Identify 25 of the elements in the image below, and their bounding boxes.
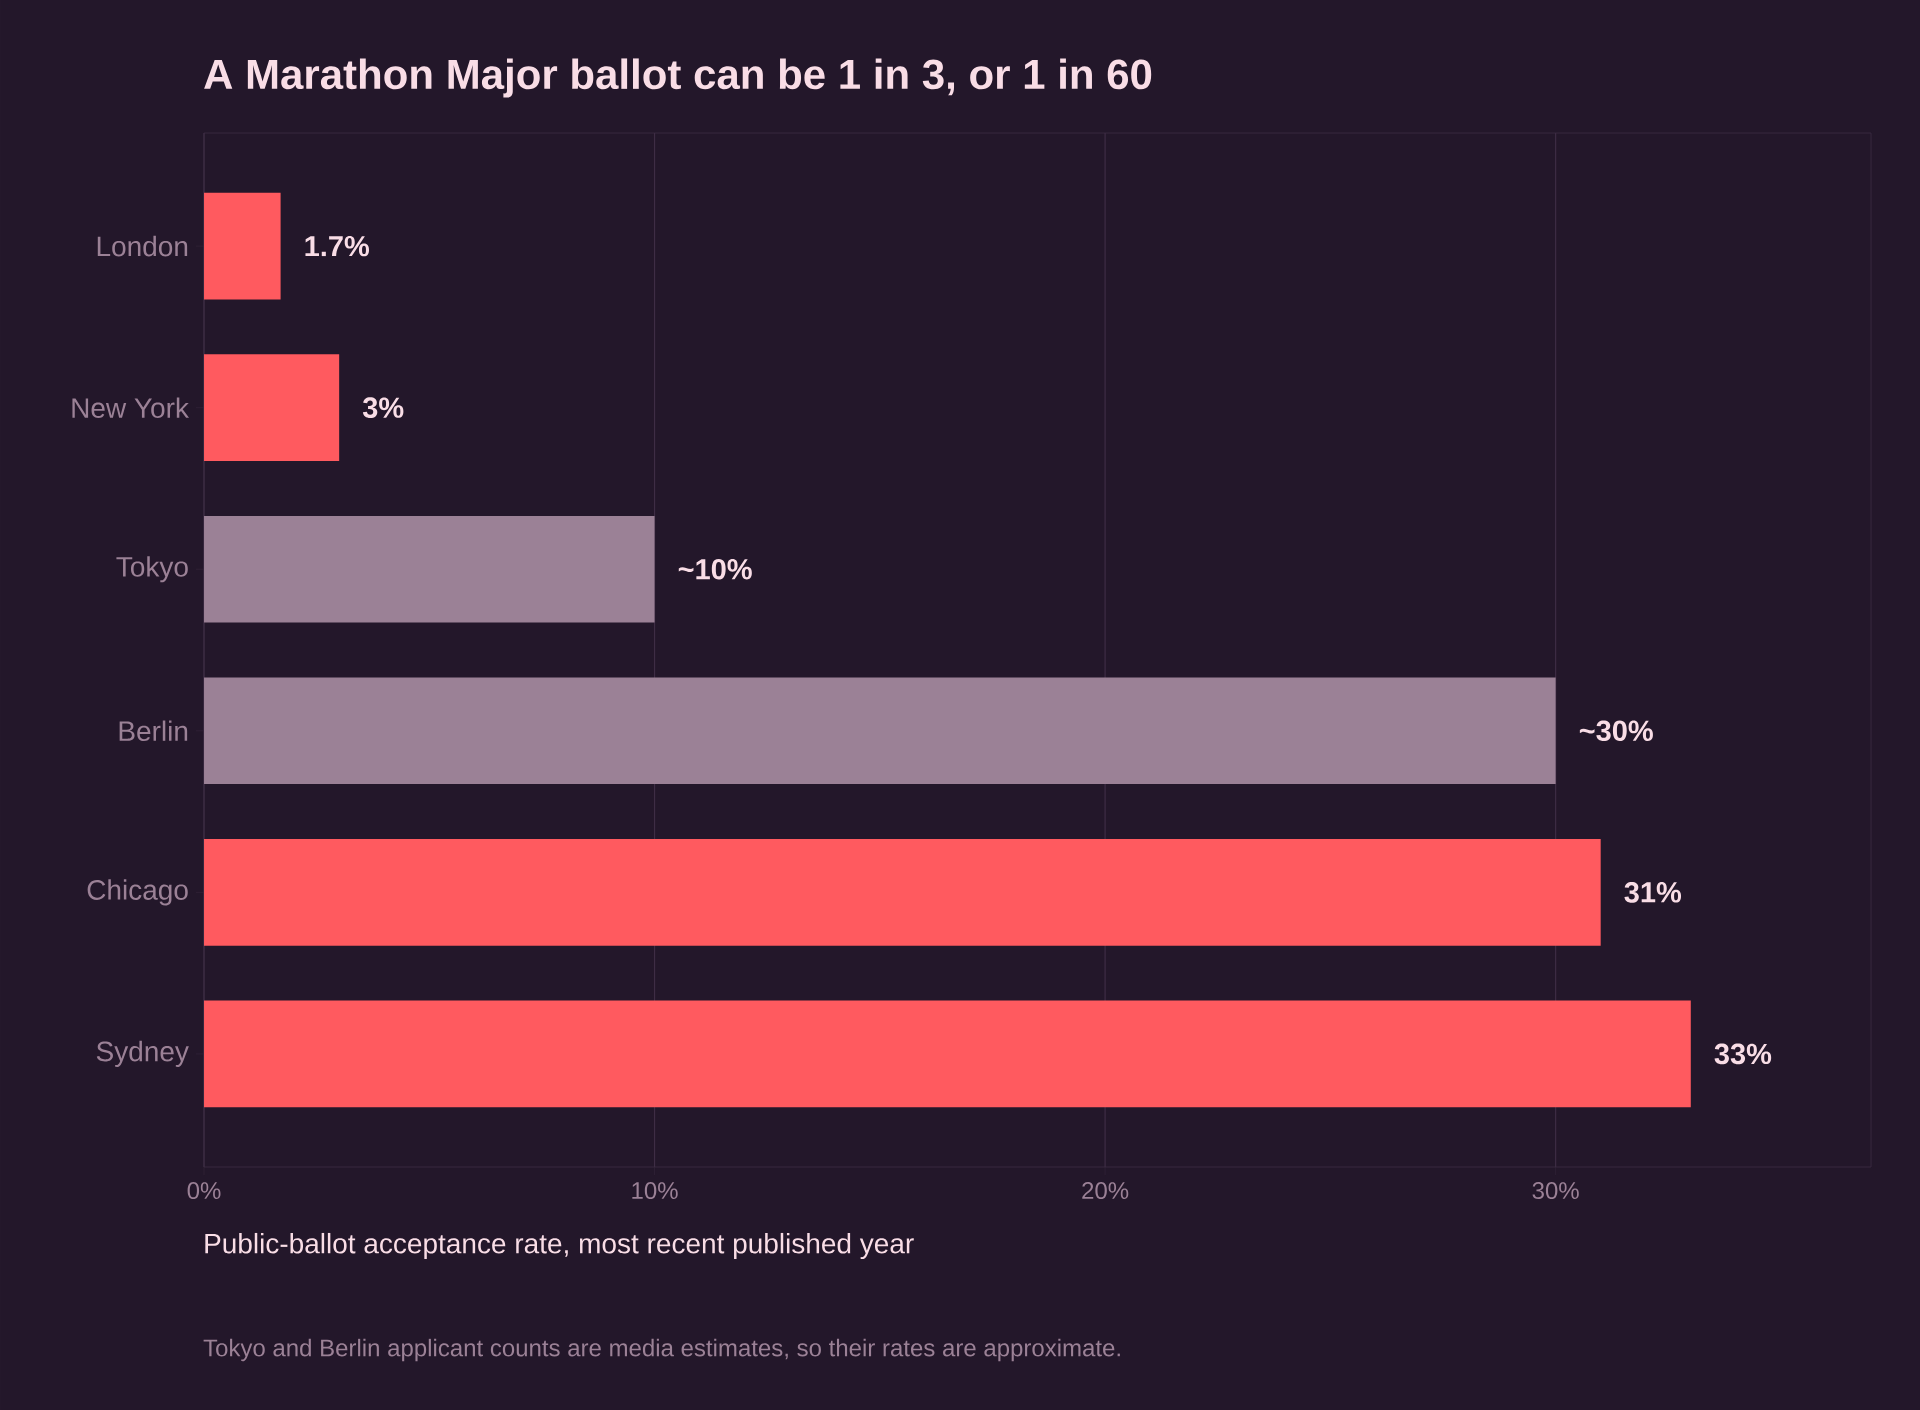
x-axis-title: Public-ballot acceptance rate, most recent published year (205, 1232, 914, 1260)
text: Tokyo and Berlin applicant counts are media estimates, so their rates are approximate. (203, 1338, 1120, 1362)
bar (204, 677, 1556, 785)
chart-title: A Marathon Major ballot can be 1 in 3, or 1 in 60 (204, 58, 1152, 98)
y-tick-label: Berlin (119, 720, 188, 742)
data-label: 33% (1714, 1043, 1772, 1065)
bar (204, 1000, 1691, 1108)
bar (204, 839, 1601, 946)
y-tick-label: London (97, 235, 188, 257)
data-label: 1.7% (305, 235, 370, 257)
data-label: 31% (1624, 882, 1682, 903)
x-tick-label: 10% (632, 1182, 678, 1200)
x-tick-label: 0% (187, 1182, 221, 1200)
data-label: ~10% (678, 558, 752, 580)
bar (204, 192, 281, 300)
bar (204, 515, 655, 623)
y-tick-label: New York (72, 397, 189, 418)
x-tick-label: 30% (1532, 1182, 1579, 1200)
y-tick-label: Sydney (96, 1040, 189, 1067)
bar (204, 354, 340, 461)
x-tick-label: 20% (1082, 1182, 1129, 1200)
data-label: 3% (362, 397, 404, 418)
data-label: ~30% (1579, 720, 1653, 742)
y-tick-label: Tokyo (116, 556, 188, 583)
y-tick-label: Chicago (87, 879, 188, 906)
